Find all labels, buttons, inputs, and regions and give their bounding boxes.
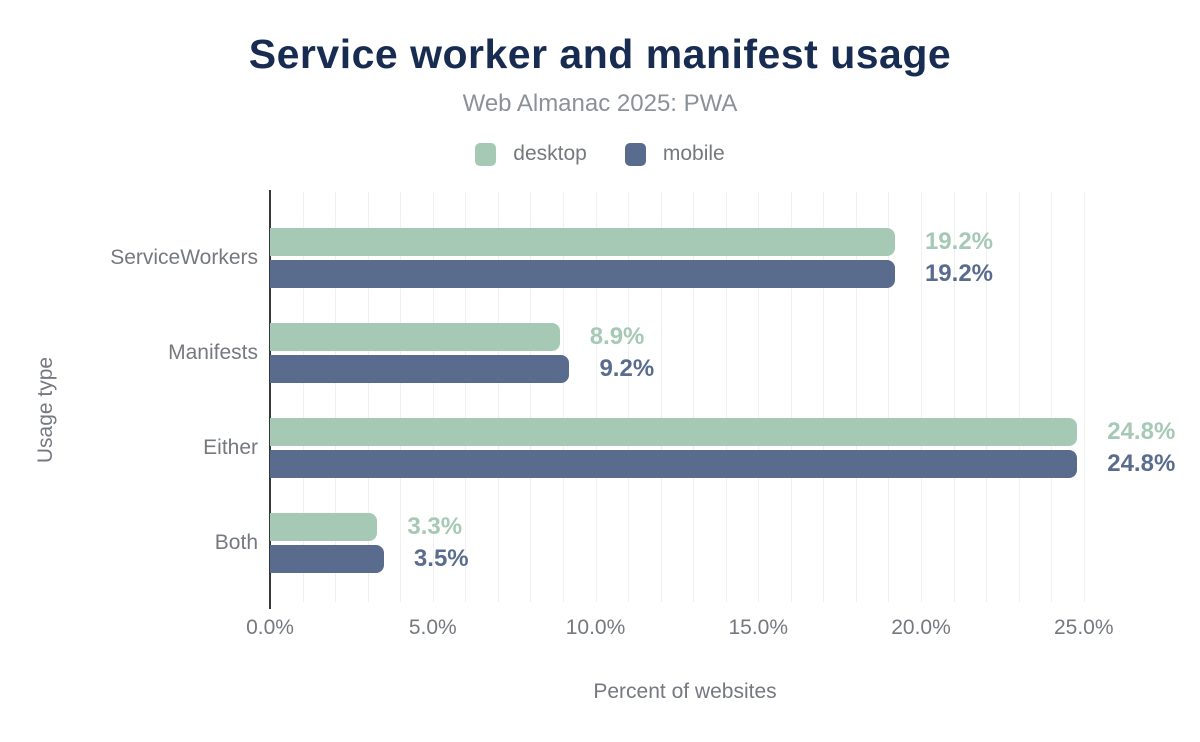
- x-axis-title: Percent of websites: [593, 680, 777, 703]
- mobile-value-label: 24.8%: [1107, 450, 1176, 477]
- x-tick-label: 20.0%: [891, 616, 951, 639]
- gridline: [367, 192, 369, 602]
- gridline: [1051, 192, 1053, 602]
- desktop-bar: [270, 418, 1078, 446]
- y-axis-title: Usage type: [34, 356, 57, 464]
- x-tick-label: 15.0%: [728, 616, 789, 639]
- gridline: [400, 192, 402, 602]
- gridline: [823, 192, 825, 602]
- desktop-bar: [270, 228, 895, 256]
- mobile-bar: [270, 450, 1078, 478]
- x-tick-label: 5.0%: [408, 616, 457, 639]
- legend-label-desktop: desktop: [513, 142, 587, 165]
- desktop-bar: [270, 323, 560, 351]
- x-tick-label: 0.0%: [246, 616, 294, 639]
- gridline: [628, 192, 630, 602]
- gridline: [335, 192, 337, 602]
- mobile-bar: [270, 545, 384, 573]
- desktop-value-label: 19.2%: [924, 228, 994, 255]
- gridline: [465, 192, 467, 602]
- desktop-value-label: 3.3%: [407, 513, 463, 540]
- gridline: [1083, 192, 1085, 602]
- y-axis-line: [269, 190, 271, 609]
- gridline: [302, 192, 304, 602]
- gridline: [660, 192, 662, 602]
- desktop-legend-swatch-icon: [475, 142, 497, 166]
- mobile-value-label: 9.2%: [599, 355, 655, 382]
- mobile-value-label: 19.2%: [924, 260, 994, 287]
- desktop-value-label: 24.8%: [1107, 418, 1176, 445]
- gridline: [497, 192, 499, 602]
- x-tick-label: 10.0%: [565, 616, 626, 639]
- desktop-bar: [270, 513, 378, 541]
- desktop-value-label: 8.9%: [589, 323, 645, 350]
- legend-label-mobile: mobile: [662, 142, 725, 165]
- mobile-legend-swatch-icon: [624, 142, 646, 166]
- gridline: [725, 192, 727, 602]
- chart-subtitle: Web Almanac 2025: PWA: [462, 90, 738, 117]
- x-tick-label: 25.0%: [1053, 616, 1114, 639]
- category-label: Either: [203, 436, 258, 459]
- gridline: [530, 192, 532, 602]
- legend-item-mobile: mobile: [624, 142, 725, 166]
- gridline: [432, 192, 434, 602]
- gridline: [986, 192, 988, 602]
- legend: desktop mobile: [0, 142, 1200, 166]
- gridline: [1018, 192, 1020, 602]
- gridline: [855, 192, 857, 602]
- gridline: [562, 192, 564, 602]
- gridline: [758, 192, 760, 602]
- gridline: [888, 192, 890, 602]
- mobile-value-label: 3.5%: [413, 545, 469, 572]
- gridline: [693, 192, 695, 602]
- gridline: [921, 192, 922, 602]
- category-label: ServiceWorkers: [110, 246, 258, 269]
- mobile-bar: [270, 260, 895, 288]
- gridline: [595, 192, 597, 602]
- gridline: [790, 192, 792, 602]
- chart-title: Service worker and manifest usage: [248, 31, 952, 77]
- category-label: Both: [214, 531, 258, 554]
- legend-item-desktop: desktop: [475, 142, 587, 166]
- mobile-bar: [270, 355, 570, 383]
- category-label: Manifests: [168, 341, 258, 364]
- gridline: [953, 192, 955, 602]
